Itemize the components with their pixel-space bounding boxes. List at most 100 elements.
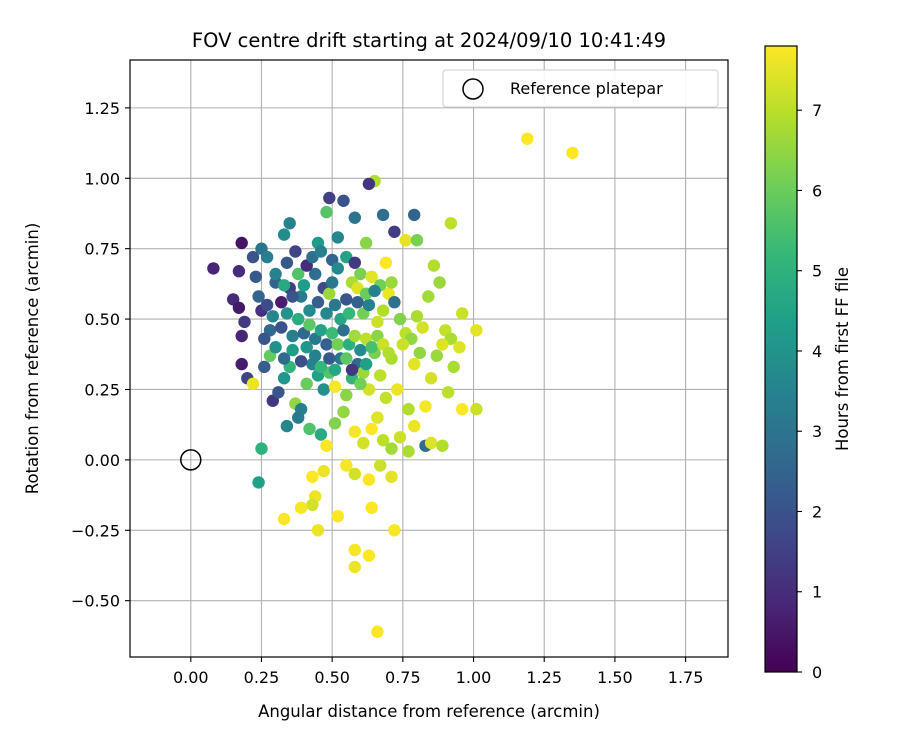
scatter-point [382, 346, 395, 360]
scatter-point [388, 524, 401, 537]
scatter-point [374, 369, 387, 382]
x-axis-ticks: 0.00 0.25 0.50 0.75 1.00 1.25 1.50 1.75 [173, 657, 703, 687]
scatter-point [376, 304, 390, 317]
scatter-point [399, 234, 412, 247]
scatter-point [320, 205, 333, 219]
x-tick-label: 1.00 [456, 668, 492, 687]
scatter-point [566, 146, 579, 160]
scatter-point [354, 267, 367, 281]
colorbar-tick-label: 3 [812, 422, 822, 441]
scatter-point [402, 403, 415, 416]
scatter-point [385, 442, 398, 455]
scatter-point [294, 501, 308, 514]
scatter-point [317, 464, 330, 478]
scatter-point [235, 329, 248, 343]
x-tick-label: 1.50 [597, 668, 633, 687]
scatter-point [470, 324, 483, 337]
scatter-point [300, 377, 313, 390]
scatter-point [238, 315, 251, 329]
scatter-point [266, 310, 279, 323]
scatter-point [385, 470, 398, 483]
x-tick-label: 0.50 [314, 668, 350, 687]
scatter-point [269, 267, 282, 281]
scatter-point [371, 315, 384, 329]
scatter-point [402, 445, 415, 458]
scatter-point [235, 357, 248, 371]
colorbar-tick-label: 6 [812, 181, 822, 200]
scatter-point [303, 422, 316, 436]
x-tick-label: 1.25 [526, 668, 562, 687]
colorbar [764, 45, 798, 673]
y-axis-label: Rotation from reference (arcmin) [23, 223, 42, 495]
scatter-point [393, 312, 407, 326]
scatter-point [283, 217, 296, 230]
scatter-point [306, 470, 319, 483]
scatter-point [260, 250, 274, 264]
scatter-point [416, 321, 429, 334]
colorbar-ticks: 0 1 2 3 4 5 6 7 [797, 101, 822, 682]
scatter-point [351, 296, 364, 309]
scatter-point [444, 217, 458, 230]
scatter-point [342, 307, 356, 320]
scatter-point [413, 346, 426, 360]
scatter-point [441, 386, 455, 399]
legend: Reference platepar [442, 69, 719, 108]
chart-title: FOV centre drift starting at 2024/09/10 … [192, 29, 666, 52]
y-tick-label: −0.50 [71, 592, 120, 611]
scatter-point [396, 338, 409, 351]
scatter-point [348, 425, 361, 438]
scatter-point [246, 250, 260, 264]
scatter-point [470, 403, 483, 416]
y-tick-label: 0.75 [84, 240, 120, 259]
scatter-point [354, 377, 367, 390]
scatter-point [365, 270, 378, 283]
scatter-point [300, 341, 313, 354]
scatter-point [348, 543, 361, 557]
scatter-point [391, 383, 404, 396]
colorbar-tick-label: 4 [812, 342, 822, 361]
scatter-point [303, 304, 316, 317]
scatter-point [359, 236, 373, 250]
scatter-point [388, 296, 401, 309]
grid [130, 60, 728, 657]
scatter-point [314, 360, 328, 374]
x-axis-label: Angular distance from reference (arcmin) [258, 702, 600, 721]
scatter-point [314, 324, 328, 337]
scatter-point [340, 459, 353, 472]
scatter-point [371, 411, 384, 424]
y-tick-label: 1.00 [84, 169, 120, 188]
scatter-point [456, 403, 469, 416]
scatter-point [376, 434, 390, 447]
scatter-point [323, 191, 336, 205]
scatter-point [331, 510, 344, 523]
scatter-point [297, 279, 311, 292]
scatter-point [252, 476, 265, 489]
scatter-point [235, 236, 248, 250]
scatter-point [280, 307, 294, 320]
scatter-point [424, 372, 438, 385]
scatter-point [311, 296, 325, 309]
scatter-point [348, 467, 361, 481]
scatter-point [275, 321, 288, 334]
scatter-point [331, 231, 344, 244]
scatter-point [393, 431, 407, 444]
scatter-point [280, 256, 294, 269]
scatter-point [337, 324, 350, 337]
y-tick-label: 1.25 [84, 99, 120, 118]
reference-marker [180, 449, 202, 471]
data-points [207, 132, 579, 638]
scatter-point [408, 357, 421, 371]
scatter-point [348, 211, 361, 224]
scatter-point [294, 290, 308, 303]
scatter-point [337, 405, 350, 419]
scatter-point [207, 262, 220, 275]
scatter-point [362, 177, 376, 191]
x-tick-label: 0.25 [244, 668, 280, 687]
colorbar-tick-label: 5 [812, 262, 822, 281]
legend-box [442, 69, 719, 108]
scatter-point [258, 360, 271, 374]
scatter-point [277, 279, 291, 292]
scatter-point [362, 298, 376, 312]
scatter-point [311, 524, 325, 537]
